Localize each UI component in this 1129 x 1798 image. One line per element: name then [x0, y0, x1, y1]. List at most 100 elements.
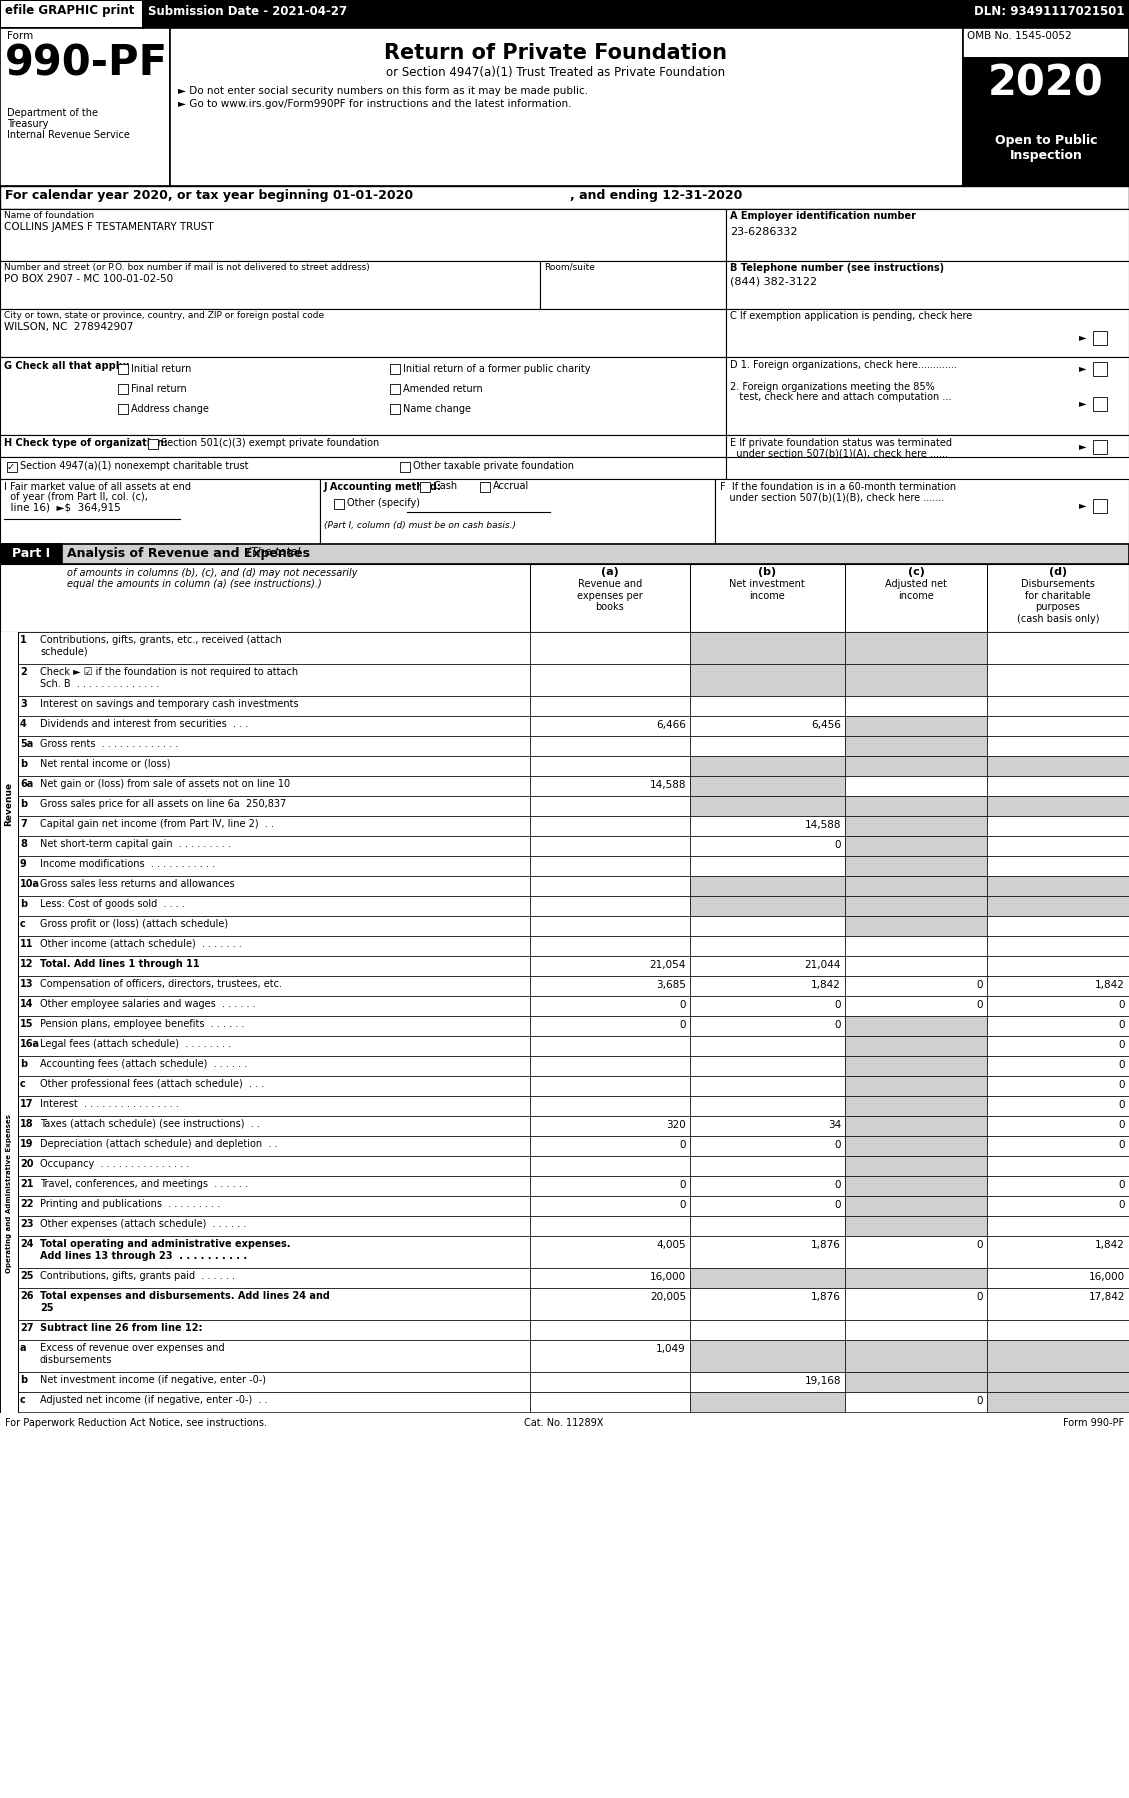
Text: 0: 0	[834, 1000, 841, 1010]
Bar	[1093, 500, 1108, 512]
Bar	[844, 1372, 987, 1392]
Text: Disbursements
for charitable
purposes
(cash basis only): Disbursements for charitable purposes (c…	[1017, 579, 1100, 624]
Bar	[690, 1320, 844, 1340]
Text: 0: 0	[1119, 1039, 1124, 1050]
Text: 6,466: 6,466	[656, 719, 686, 730]
Text: 0: 0	[834, 1199, 841, 1210]
Bar	[18, 816, 530, 836]
Bar	[530, 777, 690, 797]
Bar	[987, 1097, 1129, 1117]
Bar	[690, 797, 844, 816]
Text: COLLINS JAMES F TESTAMENTARY TRUST: COLLINS JAMES F TESTAMENTARY TRUST	[5, 221, 213, 232]
Bar	[1093, 331, 1108, 345]
Bar	[726, 358, 1129, 435]
Bar	[18, 735, 530, 755]
Text: ►: ►	[1079, 441, 1086, 451]
Text: PO BOX 2907 - MC 100-01-02-50: PO BOX 2907 - MC 100-01-02-50	[5, 273, 173, 284]
Text: b: b	[20, 759, 27, 770]
Text: c: c	[20, 1079, 26, 1090]
Text: OMB No. 1545-0052: OMB No. 1545-0052	[968, 31, 1071, 41]
Bar	[530, 1196, 690, 1215]
Text: 6,456: 6,456	[811, 719, 841, 730]
Bar	[530, 633, 690, 663]
Text: E If private foundation status was terminated: E If private foundation status was termi…	[730, 439, 952, 448]
Bar	[690, 976, 844, 996]
Text: A Employer identification number: A Employer identification number	[730, 210, 916, 221]
Text: 20: 20	[20, 1160, 34, 1169]
Bar	[530, 797, 690, 816]
Bar	[844, 856, 987, 876]
Text: G Check all that apply:: G Check all that apply:	[5, 361, 130, 370]
Bar	[530, 1136, 690, 1156]
Text: Form: Form	[7, 31, 33, 41]
Bar	[18, 1036, 530, 1055]
Text: Capital gain net income (from Part IV, line 2)  . .: Capital gain net income (from Part IV, l…	[40, 820, 274, 829]
Bar	[0, 545, 1129, 565]
Bar	[18, 633, 530, 663]
Text: 15: 15	[20, 1019, 34, 1028]
Bar	[844, 1176, 987, 1196]
Bar	[690, 1372, 844, 1392]
Text: Accrual: Accrual	[493, 482, 530, 491]
Bar	[18, 777, 530, 797]
Bar	[18, 996, 530, 1016]
Bar	[420, 482, 430, 493]
Text: Gross profit or (loss) (attach schedule): Gross profit or (loss) (attach schedule)	[40, 919, 228, 930]
Text: Total expenses and disbursements. Add lines 24 and
25: Total expenses and disbursements. Add li…	[40, 1291, 330, 1313]
Bar	[690, 996, 844, 1016]
Bar	[0, 545, 62, 565]
Text: 14,588: 14,588	[649, 780, 686, 789]
Bar	[844, 957, 987, 976]
Text: 16,000: 16,000	[650, 1271, 686, 1282]
Bar	[530, 1075, 690, 1097]
Bar	[530, 996, 690, 1016]
Bar	[18, 1097, 530, 1117]
Bar	[530, 1215, 690, 1235]
Bar	[530, 1055, 690, 1075]
Text: WILSON, NC  278942907: WILSON, NC 278942907	[5, 322, 133, 333]
Text: C If exemption application is pending, check here: C If exemption application is pending, c…	[730, 311, 972, 322]
Text: Other employee salaries and wages  . . . . . .: Other employee salaries and wages . . . …	[40, 1000, 255, 1009]
Bar	[18, 1372, 530, 1392]
Text: 0: 0	[834, 840, 841, 850]
Bar	[690, 1235, 844, 1268]
Bar	[987, 797, 1129, 816]
Bar	[987, 856, 1129, 876]
Bar	[530, 957, 690, 976]
Bar	[18, 915, 530, 937]
Bar	[530, 1097, 690, 1117]
Bar	[690, 957, 844, 976]
Text: 320: 320	[666, 1120, 686, 1129]
Text: 0: 0	[1119, 1179, 1124, 1190]
Text: 13: 13	[20, 978, 34, 989]
Bar	[18, 1320, 530, 1340]
Text: Room/suite: Room/suite	[544, 263, 595, 271]
Text: D 1. Foreign organizations, check here.............: D 1. Foreign organizations, check here..…	[730, 360, 957, 370]
Bar	[726, 261, 1129, 309]
Text: 19: 19	[20, 1138, 34, 1149]
Bar	[530, 1320, 690, 1340]
Bar	[0, 261, 540, 309]
Bar	[18, 1215, 530, 1235]
Bar	[844, 1097, 987, 1117]
Bar	[18, 937, 530, 957]
Text: 4: 4	[20, 719, 27, 728]
Bar	[726, 209, 1129, 261]
Text: Gross rents  . . . . . . . . . . . . .: Gross rents . . . . . . . . . . . . .	[40, 739, 178, 750]
Text: 6a: 6a	[20, 779, 33, 789]
Text: 0: 0	[1119, 1140, 1124, 1151]
Text: (844) 382-3122: (844) 382-3122	[730, 277, 817, 288]
Bar	[18, 856, 530, 876]
Bar	[690, 1268, 844, 1287]
Text: 0: 0	[977, 1000, 983, 1010]
Bar	[690, 1097, 844, 1117]
Text: of year (from Part II, col. (c),: of year (from Part II, col. (c),	[5, 493, 148, 502]
Text: 990-PF: 990-PF	[5, 41, 168, 85]
Bar	[987, 755, 1129, 777]
Text: Occupancy  . . . . . . . . . . . . . . .: Occupancy . . . . . . . . . . . . . . .	[40, 1160, 190, 1169]
Text: Name change: Name change	[403, 405, 471, 414]
Text: 10a: 10a	[20, 879, 40, 888]
Text: ✓: ✓	[7, 462, 15, 473]
Bar	[844, 716, 987, 735]
Text: Depreciation (attach schedule) and depletion  . .: Depreciation (attach schedule) and deple…	[40, 1138, 278, 1149]
